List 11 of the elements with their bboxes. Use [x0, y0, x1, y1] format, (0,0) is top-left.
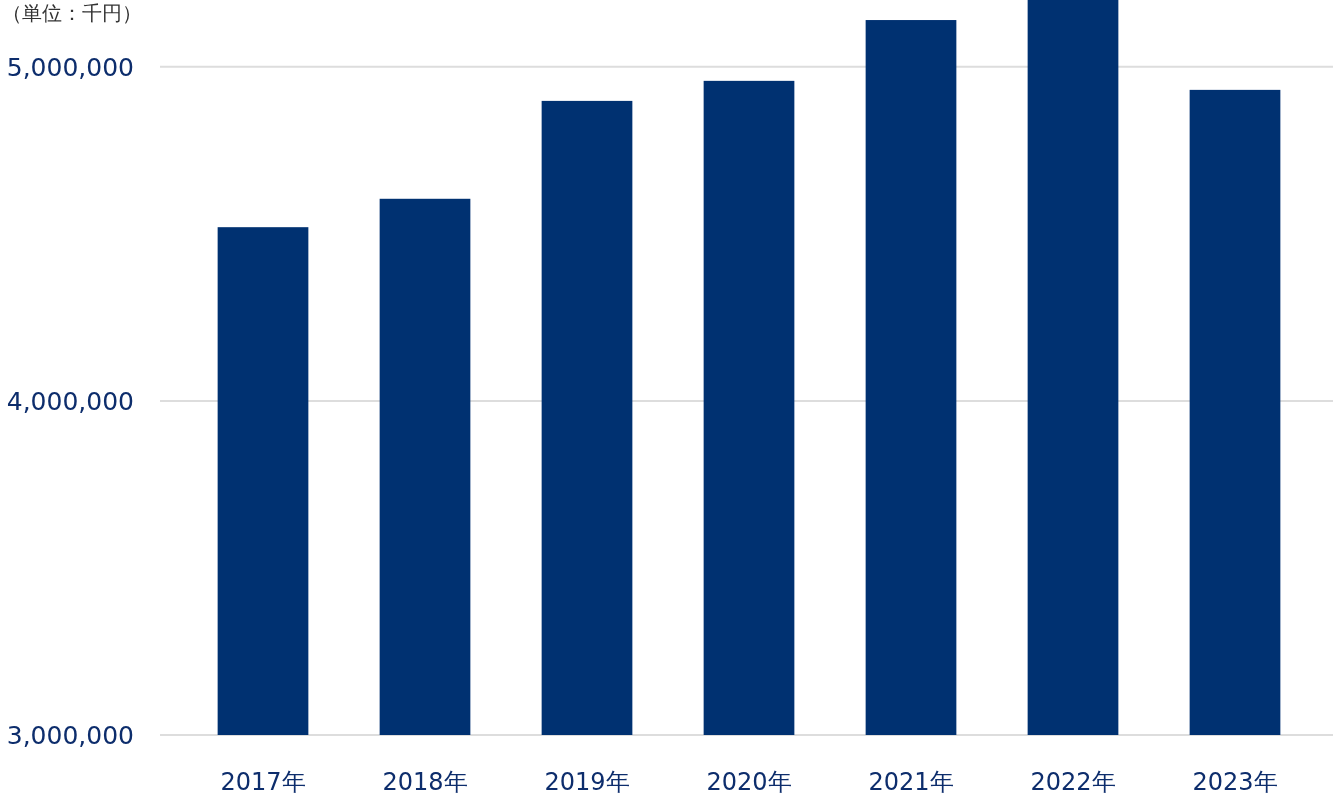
x-tick-label: 2017年: [220, 768, 306, 796]
y-tick-label: 4,000,000: [6, 386, 134, 416]
y-axis-title: （単位：千円）: [2, 1, 142, 25]
x-tick-label: 2022年: [1030, 768, 1116, 796]
x-tick-label: 2023年: [1192, 768, 1278, 796]
y-tick-label: 5,000,000: [6, 52, 134, 82]
x-tick-label: 2019年: [544, 768, 630, 796]
x-tick-label: 2020年: [706, 768, 792, 796]
x-tick-label: 2018年: [382, 768, 468, 796]
x-tick-label: 2021年: [868, 768, 954, 796]
y-tick-label: 3,000,000: [6, 720, 134, 750]
